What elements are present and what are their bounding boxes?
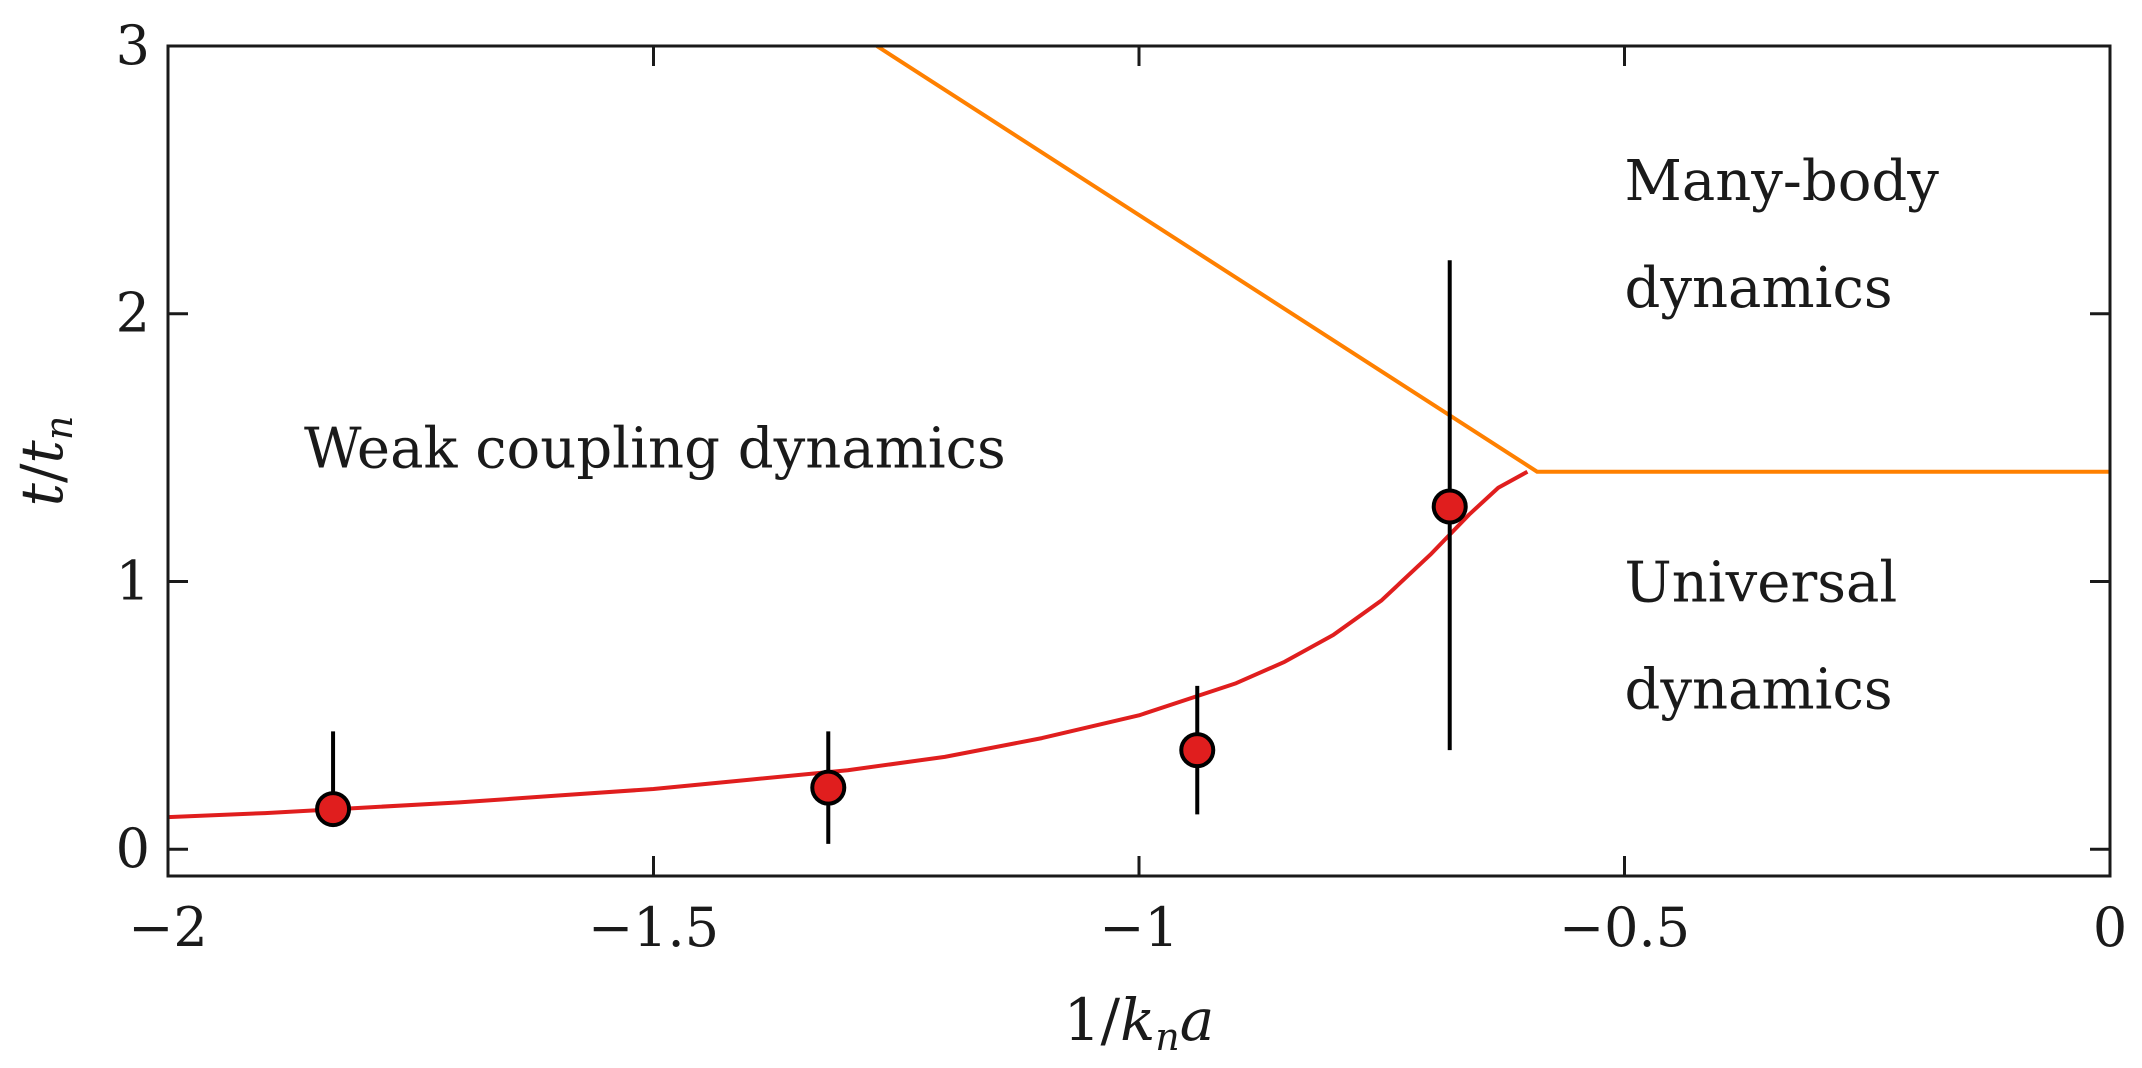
region-label: Weak coupling dynamics bbox=[304, 417, 1006, 482]
x-tick-label: −1.5 bbox=[588, 896, 719, 959]
regime-boundary-line bbox=[875, 44, 2110, 474]
y-axis-label-t2: t bbox=[8, 439, 76, 463]
x-axis-label-k: k bbox=[1120, 986, 1155, 1054]
x-tick-label: 0 bbox=[2093, 896, 2127, 959]
x-axis-label-sub: n bbox=[1155, 1015, 1179, 1059]
x-axis-label-a: a bbox=[1180, 986, 1215, 1054]
data-point bbox=[1179, 732, 1216, 769]
data-point bbox=[315, 791, 352, 828]
y-axis-label-slash: / bbox=[8, 463, 76, 483]
y-axis-label: t/tn bbox=[8, 416, 81, 507]
region-label: dynamics bbox=[1625, 256, 1893, 321]
region-label: Universal bbox=[1625, 550, 1898, 615]
x-axis-label: 1/kna bbox=[1064, 986, 1215, 1059]
data-point bbox=[1431, 488, 1468, 525]
x-axis-label-num: 1/ bbox=[1064, 986, 1121, 1054]
plot-marks bbox=[167, 44, 2110, 844]
y-tick-label: 1 bbox=[116, 549, 150, 612]
region-label: dynamics bbox=[1625, 658, 1893, 723]
data-point bbox=[810, 769, 847, 806]
y-tick-label: 2 bbox=[116, 282, 150, 345]
x-tick-label: −1 bbox=[1099, 896, 1179, 959]
axes: −2 −1.5 −1 −0.5 0 0 1 2 3 bbox=[116, 14, 2128, 959]
region-label: Many-body bbox=[1625, 149, 1940, 214]
x-tick-label: −2 bbox=[128, 896, 208, 959]
y-tick-label: 0 bbox=[116, 817, 150, 880]
model-curve bbox=[167, 469, 1529, 820]
x-tick-label: −0.5 bbox=[1559, 896, 1690, 959]
y-axis-label-t: t bbox=[8, 482, 76, 506]
y-axis-label-sub: n bbox=[37, 416, 81, 440]
y-tick-label: 3 bbox=[116, 14, 150, 77]
region-labels: Weak coupling dynamics Many-body dynamics U… bbox=[304, 149, 1939, 723]
